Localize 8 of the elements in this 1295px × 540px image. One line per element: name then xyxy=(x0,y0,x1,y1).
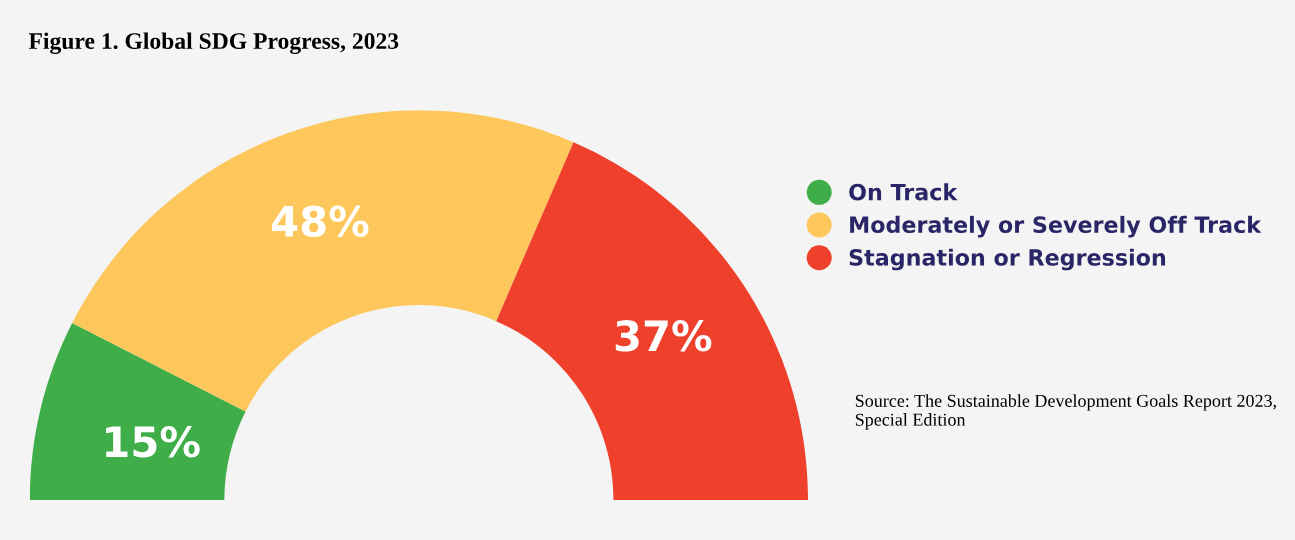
legend-label: Stagnation or Regression xyxy=(849,248,1166,271)
data-label: 37% xyxy=(615,320,712,352)
legend-label: Moderately or Severely Off Track xyxy=(850,215,1262,238)
data-label: 48% xyxy=(272,205,369,238)
source-note: Source: The Sustainable Development Goals Report 2023, Special Edition xyxy=(855,394,1276,430)
chart-title: Figure 1. Global SDG Progress, 2023 xyxy=(28,32,399,54)
legend-label: On Track xyxy=(849,183,958,201)
data-label: 15% xyxy=(106,426,200,458)
